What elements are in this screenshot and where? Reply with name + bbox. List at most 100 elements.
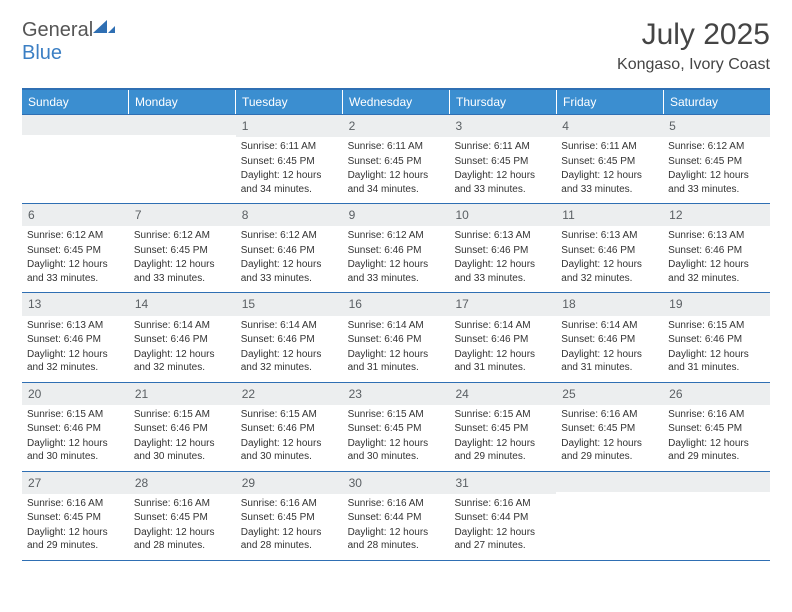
sunset-text: Sunset: 6:45 PM (241, 511, 338, 525)
sunset-text: Sunset: 6:46 PM (27, 422, 124, 436)
daylight-text: Daylight: 12 hours and 29 minutes. (668, 437, 765, 464)
day-details: Sunrise: 6:14 AMSunset: 6:46 PMDaylight:… (556, 316, 663, 382)
sunset-text: Sunset: 6:46 PM (668, 244, 765, 258)
day-details: Sunrise: 6:12 AMSunset: 6:46 PMDaylight:… (236, 226, 343, 292)
day-cell: 14Sunrise: 6:14 AMSunset: 6:46 PMDayligh… (129, 293, 236, 381)
sunrise-text: Sunrise: 6:12 AM (348, 229, 445, 243)
sunrise-text: Sunrise: 6:14 AM (241, 319, 338, 333)
sunrise-text: Sunrise: 6:12 AM (668, 140, 765, 154)
day-number: 27 (22, 472, 129, 494)
sunrise-text: Sunrise: 6:11 AM (454, 140, 551, 154)
day-number: 30 (343, 472, 450, 494)
sunset-text: Sunset: 6:46 PM (454, 333, 551, 347)
day-number: 16 (343, 293, 450, 315)
day-details: Sunrise: 6:15 AMSunset: 6:46 PMDaylight:… (236, 405, 343, 471)
day-cell: 12Sunrise: 6:13 AMSunset: 6:46 PMDayligh… (663, 204, 770, 292)
sunset-text: Sunset: 6:46 PM (561, 333, 658, 347)
daylight-text: Daylight: 12 hours and 30 minutes. (27, 437, 124, 464)
day-details: Sunrise: 6:12 AMSunset: 6:45 PMDaylight:… (663, 137, 770, 203)
sunrise-text: Sunrise: 6:16 AM (27, 497, 124, 511)
day-of-week-cell: Monday (129, 90, 236, 114)
daylight-text: Daylight: 12 hours and 29 minutes. (561, 437, 658, 464)
sunset-text: Sunset: 6:46 PM (561, 244, 658, 258)
day-cell: 11Sunrise: 6:13 AMSunset: 6:46 PMDayligh… (556, 204, 663, 292)
sunrise-text: Sunrise: 6:16 AM (348, 497, 445, 511)
sunrise-text: Sunrise: 6:13 AM (27, 319, 124, 333)
sunset-text: Sunset: 6:46 PM (348, 333, 445, 347)
day-number: 24 (449, 383, 556, 405)
day-number: 10 (449, 204, 556, 226)
week-row: 1Sunrise: 6:11 AMSunset: 6:45 PMDaylight… (22, 114, 770, 203)
day-cell (129, 115, 236, 203)
day-details: Sunrise: 6:15 AMSunset: 6:45 PMDaylight:… (449, 405, 556, 471)
sunset-text: Sunset: 6:46 PM (241, 422, 338, 436)
sunrise-text: Sunrise: 6:15 AM (241, 408, 338, 422)
daylight-text: Daylight: 12 hours and 33 minutes. (454, 258, 551, 285)
day-cell: 29Sunrise: 6:16 AMSunset: 6:45 PMDayligh… (236, 472, 343, 560)
page-title: July 2025 (617, 18, 770, 52)
sunset-text: Sunset: 6:46 PM (668, 333, 765, 347)
location-label: Kongaso, Ivory Coast (617, 56, 770, 74)
day-of-week-cell: Wednesday (343, 90, 450, 114)
sunrise-text: Sunrise: 6:15 AM (348, 408, 445, 422)
sunrise-text: Sunrise: 6:14 AM (348, 319, 445, 333)
day-cell (556, 472, 663, 560)
day-details: Sunrise: 6:16 AMSunset: 6:45 PMDaylight:… (236, 494, 343, 560)
header: General Blue July 2025 Kongaso, Ivory Co… (22, 18, 770, 74)
daylight-text: Daylight: 12 hours and 33 minutes. (454, 169, 551, 196)
day-details: Sunrise: 6:16 AMSunset: 6:45 PMDaylight:… (22, 494, 129, 560)
day-cell: 7Sunrise: 6:12 AMSunset: 6:45 PMDaylight… (129, 204, 236, 292)
day-of-week-cell: Tuesday (236, 90, 343, 114)
day-number: 15 (236, 293, 343, 315)
day-cell: 19Sunrise: 6:15 AMSunset: 6:46 PMDayligh… (663, 293, 770, 381)
day-cell: 23Sunrise: 6:15 AMSunset: 6:45 PMDayligh… (343, 383, 450, 471)
day-of-week-cell: Sunday (22, 90, 129, 114)
daylight-text: Daylight: 12 hours and 28 minutes. (134, 526, 231, 553)
day-details: Sunrise: 6:12 AMSunset: 6:46 PMDaylight:… (343, 226, 450, 292)
day-number: 20 (22, 383, 129, 405)
day-details: Sunrise: 6:14 AMSunset: 6:46 PMDaylight:… (449, 316, 556, 382)
day-number: 1 (236, 115, 343, 137)
day-details: Sunrise: 6:13 AMSunset: 6:46 PMDaylight:… (556, 226, 663, 292)
sunset-text: Sunset: 6:45 PM (561, 155, 658, 169)
sunset-text: Sunset: 6:45 PM (134, 244, 231, 258)
sunset-text: Sunset: 6:45 PM (134, 511, 231, 525)
sunrise-text: Sunrise: 6:16 AM (134, 497, 231, 511)
sunset-text: Sunset: 6:45 PM (561, 422, 658, 436)
day-number: 31 (449, 472, 556, 494)
logo-word-blue: Blue (22, 42, 62, 64)
sunset-text: Sunset: 6:45 PM (27, 244, 124, 258)
day-number: 8 (236, 204, 343, 226)
sunrise-text: Sunrise: 6:11 AM (241, 140, 338, 154)
day-cell: 16Sunrise: 6:14 AMSunset: 6:46 PMDayligh… (343, 293, 450, 381)
daylight-text: Daylight: 12 hours and 32 minutes. (27, 348, 124, 375)
daylight-text: Daylight: 12 hours and 34 minutes. (348, 169, 445, 196)
sunrise-text: Sunrise: 6:15 AM (134, 408, 231, 422)
daylight-text: Daylight: 12 hours and 28 minutes. (241, 526, 338, 553)
day-number: 23 (343, 383, 450, 405)
day-cell: 22Sunrise: 6:15 AMSunset: 6:46 PMDayligh… (236, 383, 343, 471)
sunrise-text: Sunrise: 6:13 AM (561, 229, 658, 243)
sunset-text: Sunset: 6:45 PM (668, 155, 765, 169)
day-cell: 25Sunrise: 6:16 AMSunset: 6:45 PMDayligh… (556, 383, 663, 471)
sail-icon (93, 18, 115, 36)
sunrise-text: Sunrise: 6:16 AM (454, 497, 551, 511)
sunrise-text: Sunrise: 6:11 AM (561, 140, 658, 154)
day-number: 21 (129, 383, 236, 405)
daylight-text: Daylight: 12 hours and 32 minutes. (241, 348, 338, 375)
daylight-text: Daylight: 12 hours and 33 minutes. (668, 169, 765, 196)
sunset-text: Sunset: 6:46 PM (134, 333, 231, 347)
sunrise-text: Sunrise: 6:14 AM (454, 319, 551, 333)
day-number: 2 (343, 115, 450, 137)
day-cell: 15Sunrise: 6:14 AMSunset: 6:46 PMDayligh… (236, 293, 343, 381)
logo: General Blue (22, 18, 115, 65)
calendar-bottom-border (22, 560, 770, 561)
day-number: 19 (663, 293, 770, 315)
sunrise-text: Sunrise: 6:14 AM (561, 319, 658, 333)
daylight-text: Daylight: 12 hours and 30 minutes. (348, 437, 445, 464)
day-number: 6 (22, 204, 129, 226)
sunset-text: Sunset: 6:46 PM (134, 422, 231, 436)
day-cell: 13Sunrise: 6:13 AMSunset: 6:46 PMDayligh… (22, 293, 129, 381)
day-cell: 3Sunrise: 6:11 AMSunset: 6:45 PMDaylight… (449, 115, 556, 203)
daylight-text: Daylight: 12 hours and 30 minutes. (134, 437, 231, 464)
